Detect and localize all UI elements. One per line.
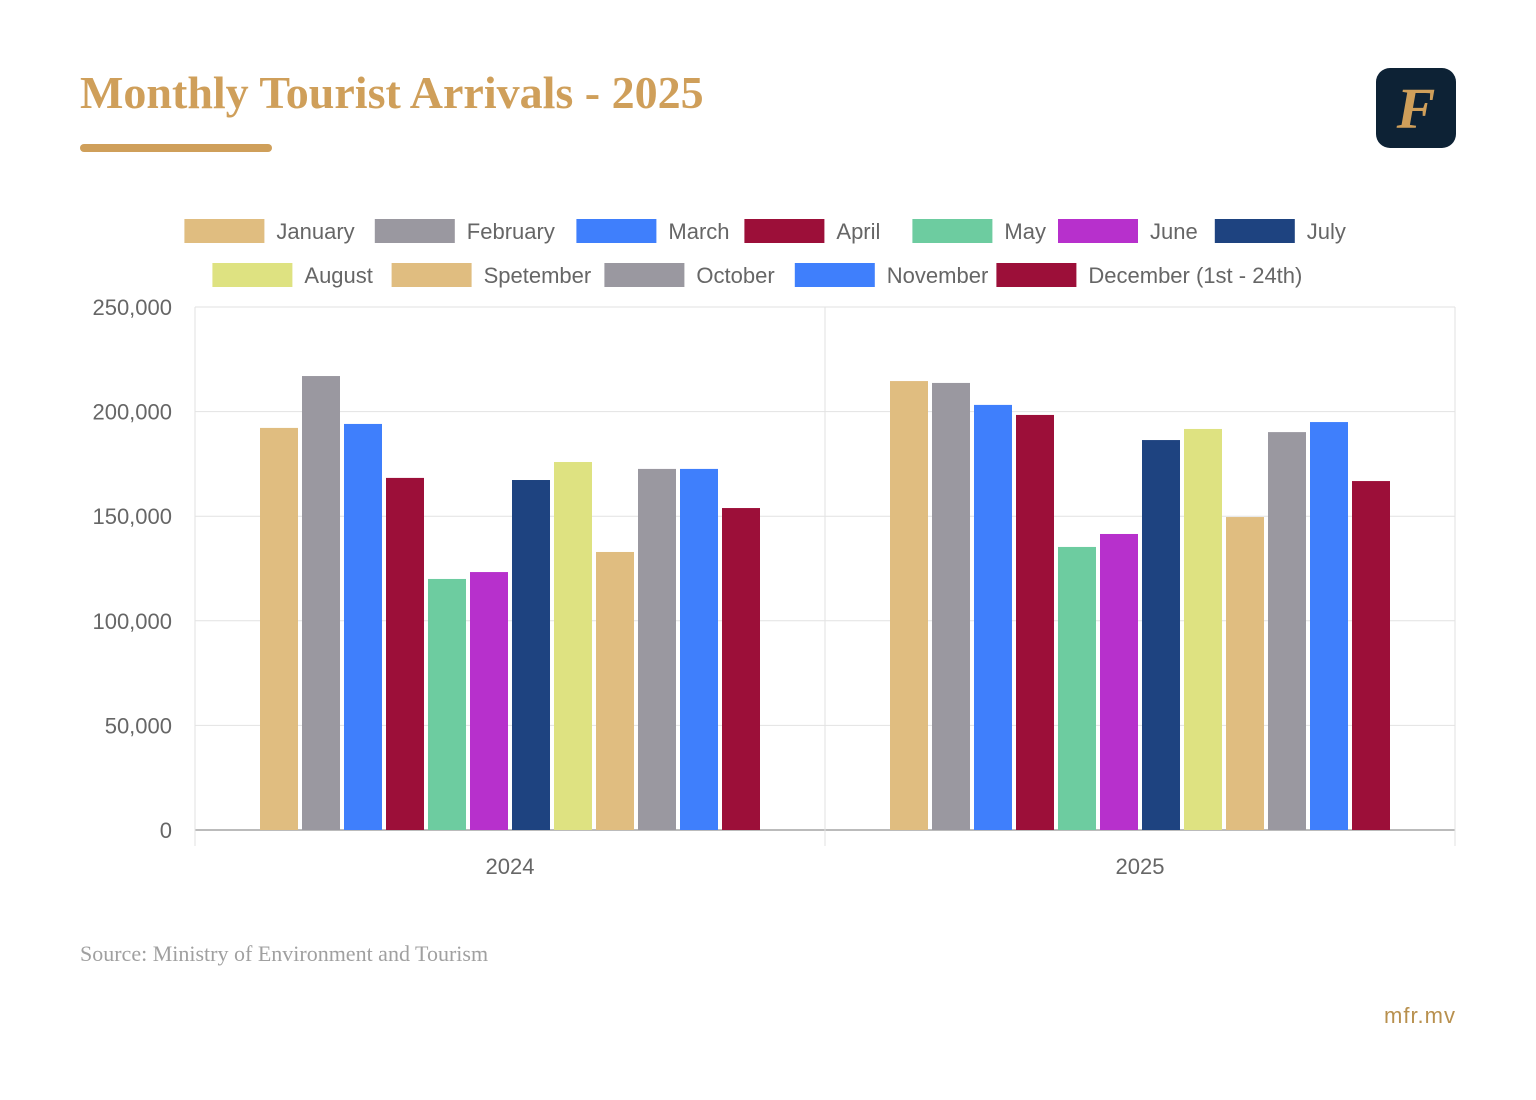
legend-item: February [374,219,555,244]
source-note: Source: Ministry of Environment and Tour… [80,941,489,966]
y-tick-label: 150,000 [92,504,172,529]
legend-swatch [912,219,993,243]
legend-item: July [1214,219,1346,244]
legend-item: November [794,263,988,288]
legend-label: November [887,263,988,288]
legend-label: August [304,263,373,288]
bar-june-2024 [470,572,508,830]
bar-april-2024 [386,477,424,830]
y-tick-label: 250,000 [92,295,172,320]
legend-item: June [1058,219,1198,244]
legend-label: July [1307,219,1346,244]
page-title: Monthly Tourist Arrivals - 2025 [80,67,704,118]
y-tick-label: 0 [160,818,172,843]
legend-swatch [184,219,265,243]
legend-swatch [604,263,685,287]
bar-october-2024 [638,468,676,830]
legend-label: Spetember [484,263,592,288]
bar-march-2024 [344,423,382,830]
legend-swatch [212,263,293,287]
site-link[interactable]: mfr.mv [1384,1003,1456,1028]
legend-label: June [1150,219,1198,244]
y-tick-label: 100,000 [92,609,172,634]
bar-july-2025 [1142,440,1180,830]
legend-item: March [576,219,730,244]
legend-item: May [912,219,1046,244]
bar-january-2025 [890,381,928,830]
legend-swatch [1058,219,1138,243]
legend-label: April [836,219,880,244]
bar-may-2025 [1058,546,1096,830]
bar-december-2024 [722,508,760,830]
legend-label: October [696,263,774,288]
legend-swatch [1214,219,1295,243]
bar-march-2025 [974,404,1012,830]
bar-january-2024 [260,427,298,830]
x-tick-label: 2025 [1116,854,1165,879]
legend-swatch [576,219,657,243]
bar-november-2025 [1310,422,1348,830]
legend-item: Spetember [391,263,592,288]
bar-spetember-2024 [596,551,634,830]
x-tick-label: 2024 [486,854,535,879]
bar-august-2025 [1184,428,1222,830]
bar-november-2024 [680,468,718,830]
y-tick-label: 200,000 [92,400,172,425]
legend-swatch [374,219,455,243]
bar-february-2024 [302,376,340,830]
bar-february-2025 [932,382,970,830]
y-tick-label: 50,000 [105,713,172,738]
legend-label: May [1004,219,1046,244]
legend-item: October [604,263,775,288]
bar-august-2024 [554,462,592,830]
legend-label: March [668,219,729,244]
legend-swatch [744,219,825,243]
legend-label: January [276,219,354,244]
legend-item: August [212,263,373,288]
legend-item: December (1st - 24th) [996,263,1302,288]
bar-may-2024 [428,578,466,830]
bar-july-2024 [512,480,550,830]
legend-swatch [794,263,875,287]
legend-swatch [391,263,472,287]
bar-october-2025 [1268,432,1306,830]
bar-april-2025 [1016,414,1054,830]
bar-spetember-2025 [1226,517,1264,830]
legend-swatch [996,263,1077,287]
bar-june-2025 [1100,533,1138,830]
brand-logo: F [1376,68,1456,148]
legend-label: December (1st - 24th) [1088,263,1302,288]
legend-item: January [184,219,355,244]
legend-label: February [467,219,555,244]
bar-december-2025 [1352,481,1390,830]
title-underline [80,144,272,152]
legend-item: April [744,219,880,244]
